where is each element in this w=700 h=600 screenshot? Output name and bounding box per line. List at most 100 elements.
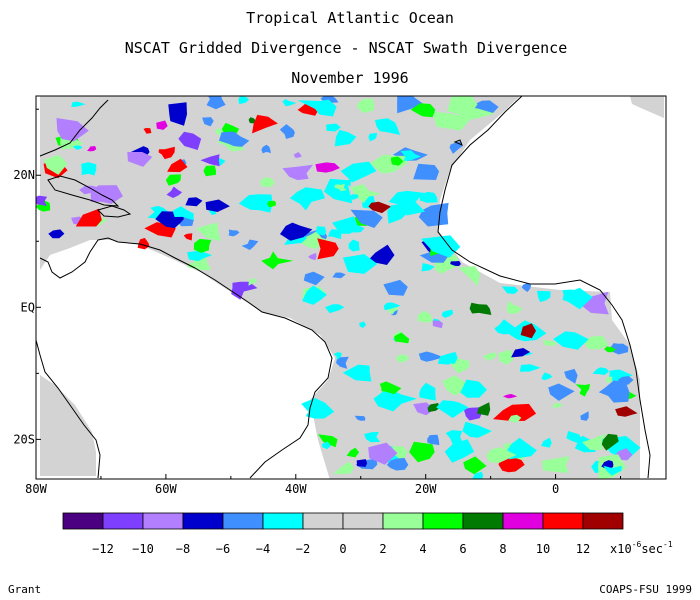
anomaly-patch [308, 252, 317, 261]
anomaly-patch [350, 209, 383, 228]
anomaly-patch [409, 441, 435, 463]
y-axis-ticks: 20N EQ 20S [13, 108, 41, 446]
anomaly-patch [316, 226, 327, 236]
anomaly-patch [502, 394, 518, 399]
ocean-field [40, 96, 640, 479]
anomaly-patch [603, 465, 622, 476]
anomaly-patch [166, 186, 183, 198]
colorbar-tick-label: −12 [92, 542, 114, 556]
x-tick-label: 20W [415, 482, 437, 496]
anomaly-patch [564, 368, 578, 384]
anomaly-patch [333, 461, 354, 475]
anomaly-patch [200, 154, 220, 167]
map-area [36, 96, 666, 479]
y-tick-label: 20S [13, 432, 35, 446]
anomaly-patch [356, 98, 375, 114]
anomaly-patch [417, 310, 433, 323]
anomaly-patch [498, 457, 525, 473]
anomaly-patch [444, 439, 475, 463]
anomaly-patch [419, 382, 436, 401]
colorbar-swatch [582, 512, 624, 530]
ocean-field-ne-corner [630, 96, 664, 118]
anomaly-patch [469, 302, 492, 315]
anomaly-patch [506, 300, 523, 314]
colorbar-swatch [62, 512, 104, 530]
colorbar-tick-label: 6 [459, 542, 466, 556]
anomaly-patch [598, 380, 630, 403]
anomaly-patch [413, 163, 440, 180]
anomaly-patch [395, 354, 410, 363]
anomaly-patch [494, 319, 517, 335]
anomaly-patch [73, 145, 83, 150]
anomaly-patch [325, 304, 345, 314]
anomaly-patch [432, 320, 443, 329]
anomaly-patch [143, 128, 152, 134]
colorbar-tick-label: −2 [296, 542, 310, 556]
anomaly-patch [280, 222, 313, 241]
anomaly-patch [137, 237, 150, 250]
anomaly-patch [553, 331, 589, 350]
colorbar-tick-label: 12 [576, 542, 590, 556]
colorbar-tick-label: 8 [499, 542, 506, 556]
anomaly-patch [463, 407, 482, 421]
anomaly-patch [397, 96, 423, 114]
anomaly-patch [183, 233, 193, 241]
anomaly-patch [172, 206, 194, 221]
anomaly-patch [261, 251, 294, 270]
anomaly-patch [203, 165, 216, 177]
colorbar-swatch [342, 512, 384, 530]
colorbar: −12 −10 −8 −6 −4 −2 0 2 4 6 8 10 12 x10-6sec-1 [62, 512, 673, 556]
anomaly-patch [445, 430, 463, 445]
anomaly-patch [87, 146, 97, 152]
colorbar-tick-label: −4 [256, 542, 270, 556]
anomaly-patch [364, 431, 381, 443]
anomaly-patch [541, 372, 553, 381]
anomaly-patch [540, 437, 552, 448]
anomaly-patch [605, 376, 613, 383]
anomaly-patch [387, 203, 408, 224]
anomaly-patch [346, 447, 360, 458]
anomaly-patch [419, 191, 438, 203]
colorbar-tick-label: 10 [536, 542, 550, 556]
anomaly-patch [321, 441, 331, 450]
anomaly-patch [238, 194, 273, 213]
anomaly-patch [521, 282, 532, 292]
anomaly-patch [386, 457, 409, 471]
anomaly-patch [615, 406, 638, 417]
anomaly-patch [267, 200, 277, 208]
anomaly-patch [48, 229, 65, 239]
anomaly-patch [580, 411, 589, 421]
anomaly-patch [185, 197, 203, 207]
anomaly-patch [552, 403, 564, 408]
coast-hispaniola [97, 205, 132, 218]
anomaly-patch [282, 164, 313, 181]
anomaly-patch [486, 447, 517, 463]
anomaly-patch [609, 369, 633, 382]
anomaly-patch [368, 132, 377, 142]
colorbar-tick-label: 2 [379, 542, 386, 556]
title-line-1: Tropical Atlantic Ocean [246, 9, 454, 27]
anomaly-patch [472, 471, 484, 479]
anomaly-patch [205, 199, 230, 212]
anomaly-patch [279, 124, 295, 139]
anomaly-patch [168, 102, 187, 126]
colorbar-swatch [502, 512, 544, 530]
anomaly-patch [578, 291, 609, 315]
colorbar-tick-label: −6 [216, 542, 230, 556]
credit-left: Grant [8, 583, 41, 596]
colorbar-tick-label: −10 [132, 542, 154, 556]
anomaly-patch [71, 101, 86, 107]
anomaly-patch [282, 99, 297, 107]
map-frame [35, 95, 667, 480]
anomaly-patch [394, 332, 410, 344]
anomaly-patch [193, 238, 212, 253]
anomaly-patch [167, 158, 188, 173]
anomaly-patch [127, 152, 153, 167]
anomaly-patch [548, 383, 575, 401]
anomaly-patch [476, 402, 491, 416]
anomaly-patch [367, 244, 395, 265]
anomaly-patch [437, 354, 458, 365]
anomaly-patch [383, 302, 401, 311]
anomaly-patch [498, 349, 514, 365]
anomaly-patch [441, 309, 454, 318]
